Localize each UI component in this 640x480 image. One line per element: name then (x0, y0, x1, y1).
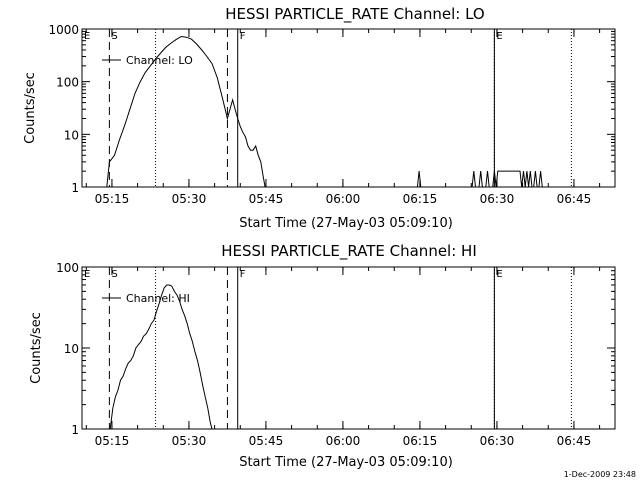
panel-hi-xtick-label: 06:45 (557, 434, 592, 448)
panel-lo-frame (81, 28, 616, 188)
panel-hi-marker-label: S (111, 269, 117, 280)
panel-hi-ytick-label: 10 (64, 342, 79, 356)
panel-hi-legend: Channel: HI (102, 292, 190, 305)
panel-hi: HESSI PARTICLE_RATE Channel: HI Counts/s… (29, 242, 616, 470)
footer-timestamp: 1-Dec-2009 23:48 (564, 470, 636, 479)
panel-hi-marker-label: E (84, 269, 90, 280)
panel-lo-title: HESSI PARTICLE_RATE Channel: LO (225, 5, 484, 24)
panel-lo-xtick-label: 06:45 (557, 192, 592, 206)
panel-lo-xtick-label: 06:15 (403, 192, 438, 206)
panel-hi-xtick-label: 05:45 (249, 434, 284, 448)
panel-hi-title: HESSI PARTICLE_RATE Channel: HI (221, 242, 477, 261)
panel-hi-ylabel: Counts/sec (29, 312, 44, 384)
panel-hi-xlabel: Start Time (27-May-03 05:09:10) (239, 455, 453, 470)
panel-lo-legend-label: Channel: LO (126, 54, 193, 67)
panel-lo-legend: Channel: LO (102, 54, 193, 67)
panel-lo-marker-label: S (111, 31, 117, 42)
panel-hi-ytick-label: 1 (71, 423, 79, 437)
panel-lo-marker-label: E (84, 31, 90, 42)
panel-hi-series-line (109, 284, 213, 430)
panel-hi-marker-label: E (496, 269, 502, 280)
panel-hi-xtick-label: 06:00 (326, 434, 361, 448)
panel-lo-ytick-label: 1 (71, 181, 79, 195)
panel-lo-marker-label: F (240, 31, 246, 42)
panel-hi-xtick-label: 06:15 (403, 434, 438, 448)
panel-lo-series-line (106, 35, 266, 188)
panel-lo-ytick-label: 1000 (48, 23, 79, 37)
panel-lo-ytick-label: 100 (56, 76, 79, 90)
panel-lo-xtick-label: 06:00 (326, 192, 361, 206)
panel-lo-xtick-label: 05:30 (172, 192, 207, 206)
panel-lo-series-line (416, 170, 544, 188)
panel-lo-marker-label: E (496, 31, 502, 42)
panel-lo-xtick-label: 05:45 (249, 192, 284, 206)
panel-lo-ylabel: Counts/sec (23, 72, 38, 144)
panel-lo: HESSI PARTICLE_RATE Channel: LO Counts/s… (23, 5, 616, 231)
panel-lo-xtick-label: 05:15 (95, 192, 130, 206)
panel-hi-xtick-label: 05:15 (95, 434, 130, 448)
panel-hi-legend-label: Channel: HI (126, 292, 190, 305)
panel-lo-xtick-label: 06:30 (480, 192, 515, 206)
panel-lo-xlabel: Start Time (27-May-03 05:09:10) (239, 216, 453, 231)
panel-hi-marker-label: F (240, 269, 246, 280)
panel-hi-xtick-label: 06:30 (480, 434, 515, 448)
panel-hi-xtick-label: 05:30 (172, 434, 207, 448)
panel-hi-ytick-label: 100 (56, 261, 79, 275)
panel-lo-ytick-label: 10 (64, 128, 79, 142)
